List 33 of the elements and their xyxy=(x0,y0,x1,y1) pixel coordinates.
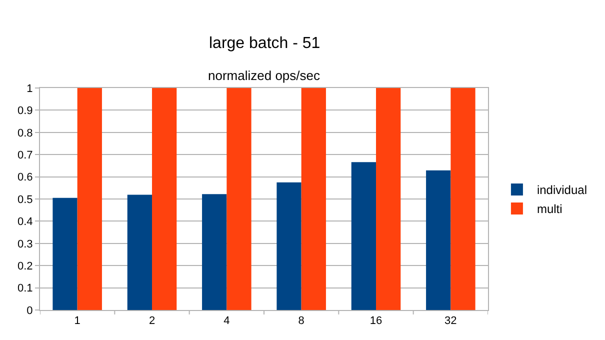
bar xyxy=(127,194,152,310)
bar xyxy=(376,88,401,310)
bar xyxy=(351,162,376,310)
y-tick-label: 0.7 xyxy=(18,149,33,162)
x-tick-label: 2 xyxy=(148,315,156,328)
x-tick-label: 16 xyxy=(370,315,382,328)
bar xyxy=(226,88,252,310)
y-tick-label: 0.5 xyxy=(18,194,33,206)
bar xyxy=(52,198,78,310)
bar xyxy=(202,194,227,310)
bar xyxy=(276,182,302,310)
y-tick-label: 0.6 xyxy=(18,172,33,184)
y-tick-label: 0.4 xyxy=(18,216,33,228)
bar xyxy=(426,170,451,310)
bar xyxy=(77,88,102,310)
legend-label: multi xyxy=(536,202,562,216)
y-tick-label: 0.3 xyxy=(18,238,33,250)
y-tick-label: 0.2 xyxy=(18,260,33,272)
bar xyxy=(301,88,326,310)
y-tick-label: 0.1 xyxy=(18,282,33,295)
y-tick-label: 0.8 xyxy=(18,127,33,140)
bar xyxy=(450,88,476,310)
y-tick-label: 0 xyxy=(26,304,33,317)
x-tick-label: 4 xyxy=(224,315,230,328)
x-tick-label: 32 xyxy=(444,315,457,328)
y-tick-label: 1 xyxy=(26,82,33,95)
x-tick-label: 8 xyxy=(298,315,304,328)
chart-subtitle: normalized ops/sec xyxy=(208,68,320,83)
chart-title: large batch - 51 xyxy=(209,35,320,52)
x-tick-label: 1 xyxy=(74,315,80,328)
legend-label: individual xyxy=(536,183,588,198)
y-tick-label: 0.9 xyxy=(18,105,33,118)
bar xyxy=(152,88,177,310)
